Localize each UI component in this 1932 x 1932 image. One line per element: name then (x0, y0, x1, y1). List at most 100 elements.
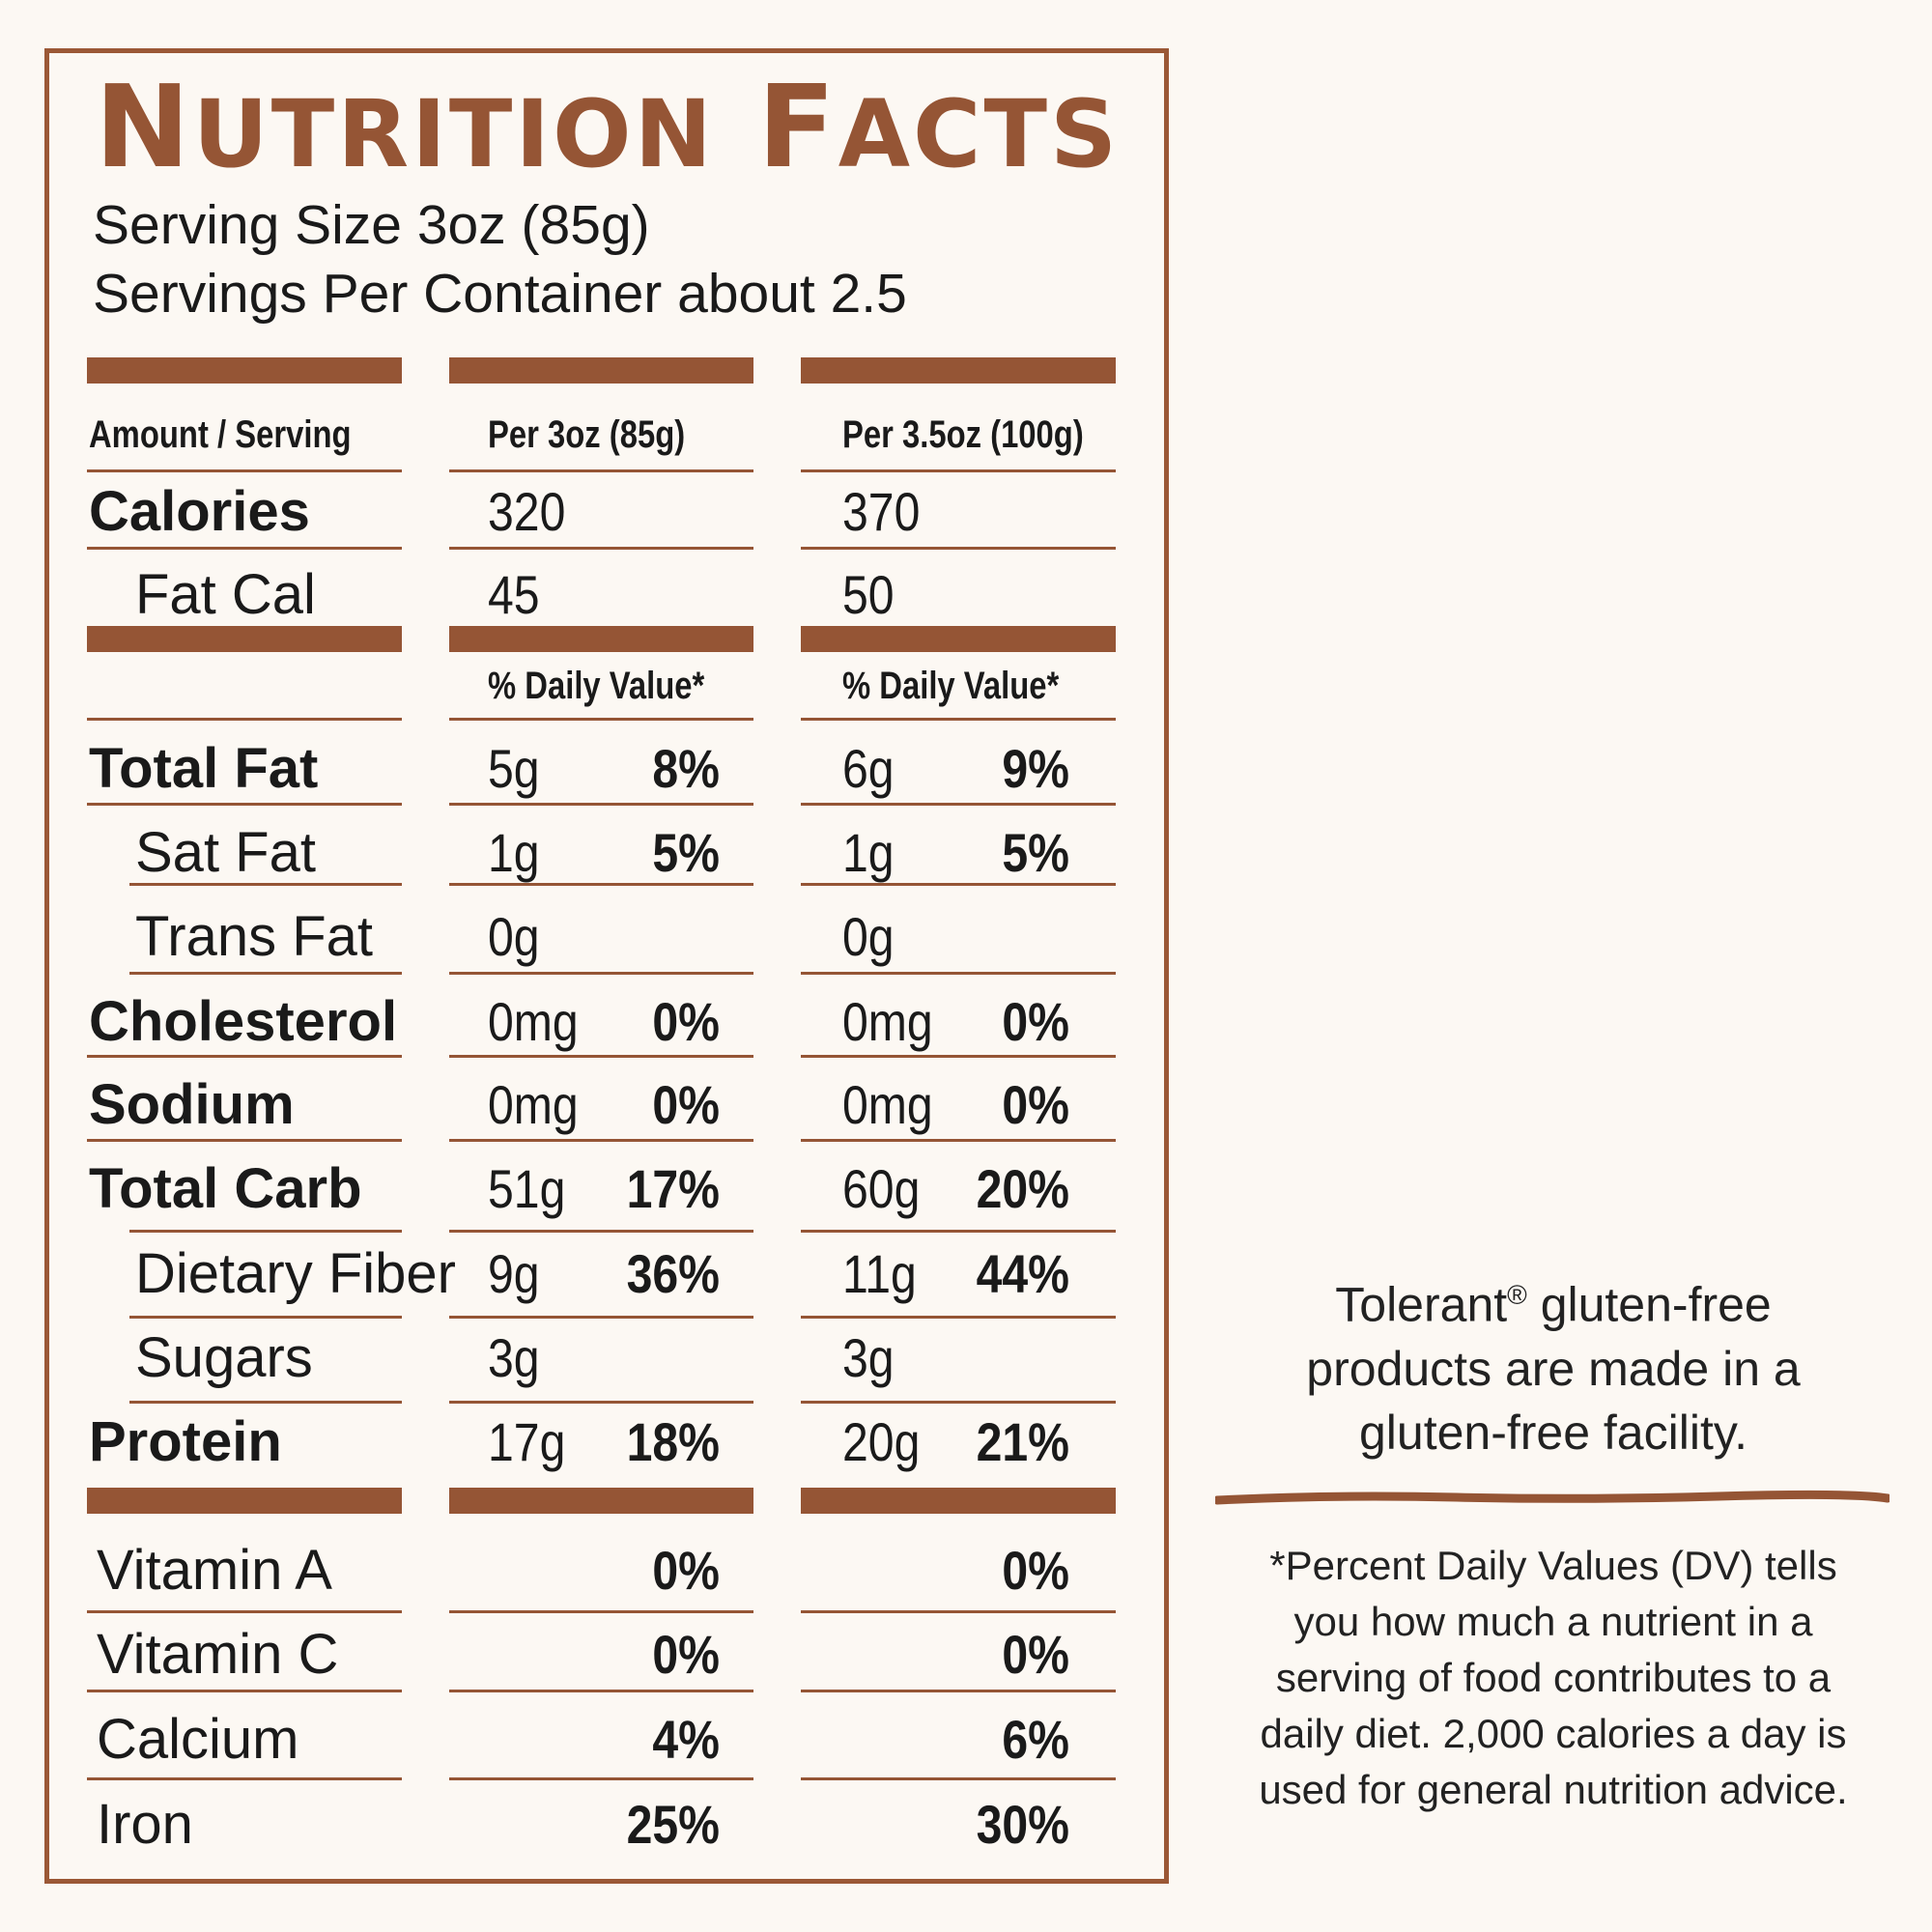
row-divider (129, 1230, 402, 1233)
row-divider (801, 1139, 1116, 1142)
per-100g-header: Per 3.5oz (100g) (842, 412, 1084, 456)
nutrient-amount-85g: 3g (488, 1326, 540, 1388)
nutrient-dv-100g: 44% (976, 1242, 1069, 1304)
row-divider (449, 1777, 753, 1780)
row-divider (801, 1055, 1116, 1058)
row-divider (801, 1690, 1116, 1692)
thick-divider-bar (801, 357, 1116, 384)
thick-divider-bar (801, 626, 1116, 652)
nutrient-amount-100g: 6g (842, 737, 895, 799)
vitamin-dv-85g: 0% (652, 1539, 720, 1601)
nutrient-label: Cholesterol (89, 989, 398, 1053)
row-divider (801, 972, 1116, 975)
nutrient-amount-100g: 11g (842, 1242, 917, 1304)
nutrient-amount-85g: 1g (488, 821, 540, 883)
row-divider (801, 1230, 1116, 1233)
nutrient-label: Total Carb (89, 1156, 362, 1220)
nutrient-label: Sat Fat (135, 820, 316, 884)
row-divider (87, 469, 402, 472)
row-divider (449, 469, 753, 472)
row-divider (87, 1610, 402, 1613)
nutrient-amount-85g: 5g (488, 737, 540, 799)
row-divider (449, 1401, 753, 1404)
fat-cal-100g: 50 (842, 564, 895, 625)
calories-85g: 320 (488, 481, 566, 542)
nutrient-amount-85g: 0mg (488, 990, 579, 1052)
row-divider (801, 469, 1116, 472)
nutrient-dv-100g (903, 899, 1069, 973)
nutrient-dv-85g: 5% (652, 821, 720, 883)
thick-divider-bar (801, 1488, 1116, 1514)
brush-divider (1215, 1490, 1889, 1505)
nutrient-dv-85g: 8% (652, 737, 720, 799)
vitamin-dv-85g: 25% (626, 1793, 720, 1855)
nutrient-dv-85g: 18% (626, 1410, 720, 1472)
row-divider (801, 1777, 1116, 1780)
nutrient-dv-100g (903, 1321, 1069, 1394)
nutrition-facts-panel (44, 48, 1169, 1884)
daily-value-header-85g: % Daily Value* (488, 664, 705, 707)
nutrient-amount-85g: 9g (488, 1242, 540, 1304)
nutrient-amount-100g: 0g (842, 905, 895, 967)
fat-cal-85g: 45 (488, 564, 540, 625)
fat-cal-label: Fat Cal (135, 563, 316, 626)
thick-divider-bar (87, 626, 402, 652)
row-divider (87, 1055, 402, 1058)
daily-value-footnote: *Percent Daily Values (DV) tells you how… (1259, 1543, 1848, 1812)
row-divider (87, 1777, 402, 1780)
calories-100g: 370 (842, 481, 921, 542)
thick-divider-bar (449, 626, 753, 652)
nutrient-amount-100g: 20g (842, 1410, 921, 1472)
row-divider (87, 718, 402, 721)
row-divider (449, 883, 753, 886)
nutrient-amount-85g: 17g (488, 1410, 566, 1472)
row-divider (801, 883, 1116, 886)
row-divider (129, 1316, 402, 1319)
nutrient-dv-100g: 20% (976, 1157, 1069, 1219)
vitamin-label: Calcium (97, 1707, 299, 1771)
row-divider (129, 1401, 402, 1404)
vitamin-label: Iron (97, 1792, 193, 1856)
nutrient-dv-85g: 0% (652, 990, 720, 1052)
row-divider (801, 718, 1116, 721)
nutrient-dv-100g: 9% (1002, 737, 1069, 799)
nutrient-dv-85g (554, 899, 720, 973)
nutrient-dv-100g: 21% (976, 1410, 1069, 1472)
row-divider (87, 547, 402, 550)
nutrient-dv-100g: 5% (1002, 821, 1069, 883)
serving-size: Serving Size 3oz (85g) (93, 194, 650, 256)
row-divider (129, 972, 402, 975)
thick-divider-bar (87, 1488, 402, 1514)
servings-per-container: Servings Per Container about 2.5 (93, 263, 907, 325)
nutrient-dv-85g (554, 1321, 720, 1394)
nutrient-amount-100g: 0mg (842, 990, 933, 1052)
thick-divider-bar (449, 357, 753, 384)
row-divider (449, 1610, 753, 1613)
nutrient-amount-100g: 3g (842, 1326, 895, 1388)
row-divider (801, 1401, 1116, 1404)
nutrient-amount-100g: 1g (842, 821, 895, 883)
thick-divider-bar (87, 357, 402, 384)
row-divider (449, 718, 753, 721)
nutrient-amount-100g: 0mg (842, 1073, 933, 1135)
row-divider (129, 883, 402, 886)
amount-serving-header: Amount / Serving (89, 412, 352, 456)
row-divider (449, 1139, 753, 1142)
row-divider (449, 1316, 753, 1319)
nutrient-amount-85g: 0g (488, 905, 540, 967)
nutrient-label: Sugars (135, 1325, 313, 1389)
nutrient-label: Trans Fat (135, 904, 374, 968)
row-divider (449, 1690, 753, 1692)
vitamin-dv-100g: 30% (976, 1793, 1069, 1855)
vitamin-label: Vitamin A (97, 1538, 332, 1602)
nutrient-dv-85g: 17% (626, 1157, 720, 1219)
row-divider (449, 803, 753, 806)
thick-divider-bar (449, 1488, 753, 1514)
row-divider (87, 1139, 402, 1142)
row-divider (801, 1316, 1116, 1319)
gluten-free-note: Tolerant® gluten-free products are made … (1306, 1277, 1801, 1460)
row-divider (449, 547, 753, 550)
vitamin-dv-85g: 0% (652, 1623, 720, 1685)
vitamin-dv-100g: 0% (1002, 1623, 1069, 1685)
nutrient-dv-100g: 0% (1002, 990, 1069, 1052)
